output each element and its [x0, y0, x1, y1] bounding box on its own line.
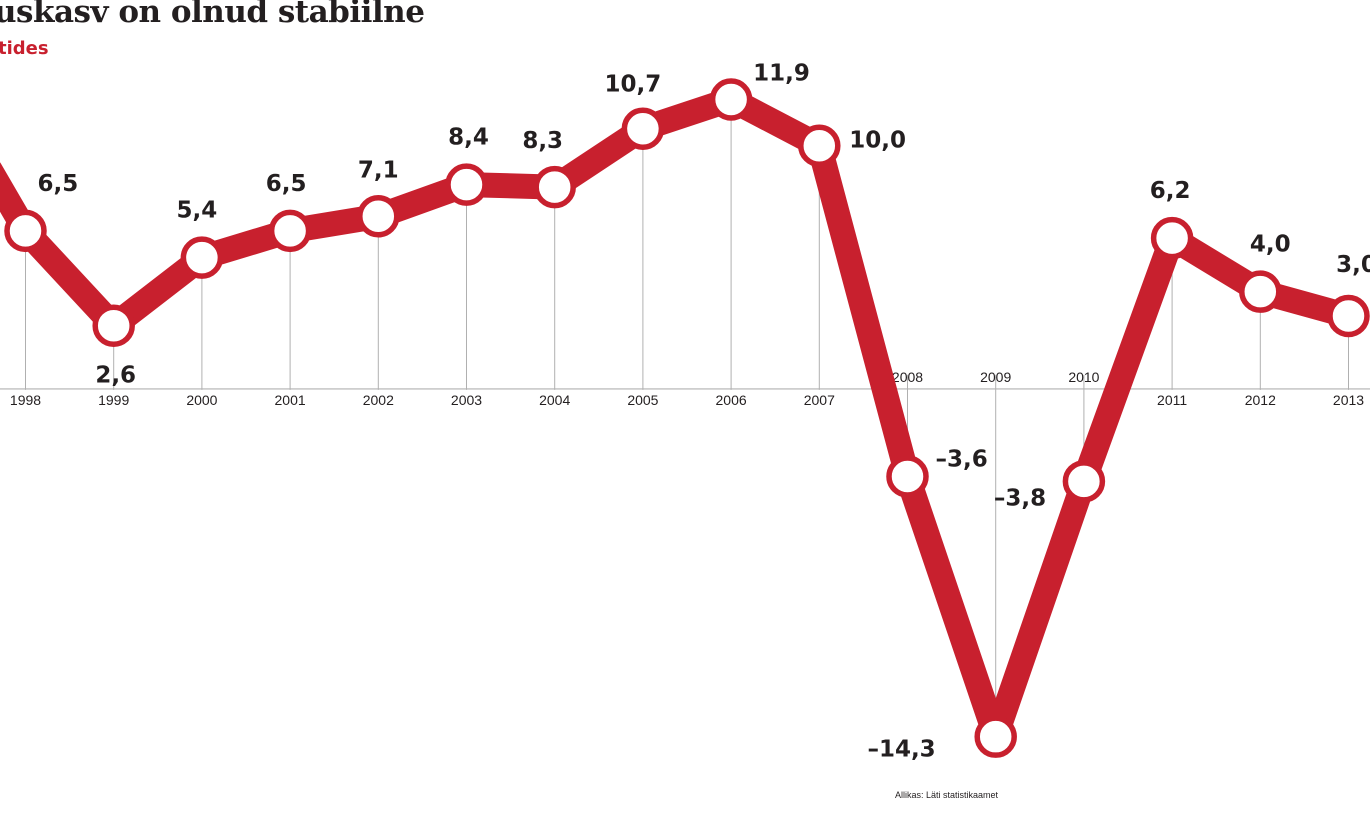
data-point	[974, 715, 1017, 758]
chart-title: uskasv on olnud stabiilne	[0, 0, 425, 30]
value-label: 11,9	[753, 61, 810, 87]
x-tick-label: 2007	[804, 392, 835, 408]
series-line	[0, 87, 1361, 750]
data-point	[709, 78, 753, 121]
data-point	[1239, 270, 1282, 313]
x-tick-label: 2002	[363, 392, 394, 408]
value-label: –3,8	[994, 485, 1046, 511]
value-label: 2,6	[95, 363, 136, 389]
value-label: –3,6	[936, 446, 988, 472]
value-label: 6,5	[266, 171, 307, 197]
x-tick-label: 2012	[1245, 392, 1276, 408]
chart-subtitle: tides	[0, 38, 49, 59]
value-label: 8,3	[522, 128, 563, 154]
data-point	[92, 304, 135, 347]
value-label: 7,1	[358, 157, 399, 183]
value-label: 6,2	[1150, 178, 1191, 204]
x-tick-label: 2001	[275, 392, 306, 408]
data-point	[445, 163, 488, 206]
value-label: 10,7	[605, 72, 662, 98]
x-tick-label: 2003	[451, 392, 482, 408]
x-tick-label: 2013	[1333, 392, 1364, 408]
data-point	[621, 107, 665, 150]
x-tick-label: 2011	[1157, 392, 1187, 408]
data-point	[798, 124, 841, 167]
data-markers	[4, 78, 1370, 758]
data-point	[1327, 294, 1370, 338]
x-tick-label: 2008	[892, 369, 923, 385]
value-labels: 6,5 2,6 5,4 6,5 7,1 8,4 8,3 10,7 11,9 10,0 –3,6 –14…	[38, 61, 1370, 763]
source-note: Allikas: Läti statistikaamet	[895, 790, 999, 800]
data-point	[886, 455, 929, 498]
x-tick-labels: 1998 1999 2000 2001 2002 2003 2004 2005 2006 2007…	[10, 369, 1364, 408]
x-tick-label: 2004	[539, 392, 570, 408]
value-label: 4,0	[1250, 232, 1291, 258]
value-label: 3,0	[1336, 252, 1370, 278]
data-point	[4, 209, 47, 253]
value-label: 10,0	[849, 128, 906, 154]
x-tick-label: 2005	[627, 392, 658, 408]
data-point	[533, 165, 576, 209]
x-tick-label: 2000	[186, 392, 217, 408]
x-tick-label: 2009	[980, 369, 1011, 385]
data-point	[357, 195, 400, 238]
data-point	[1150, 216, 1194, 260]
value-label: –14,3	[867, 737, 935, 763]
value-label: 5,4	[177, 198, 218, 224]
x-tick-label: 1999	[98, 392, 129, 408]
data-point	[180, 236, 224, 279]
data-point	[268, 209, 312, 253]
value-label: 8,4	[448, 125, 489, 151]
x-tick-label: 2006	[716, 392, 747, 408]
x-tick-label: 2010	[1068, 369, 1099, 385]
value-label: 6,5	[38, 171, 79, 197]
data-point	[1062, 460, 1106, 503]
x-tick-label: 1998	[10, 392, 41, 408]
